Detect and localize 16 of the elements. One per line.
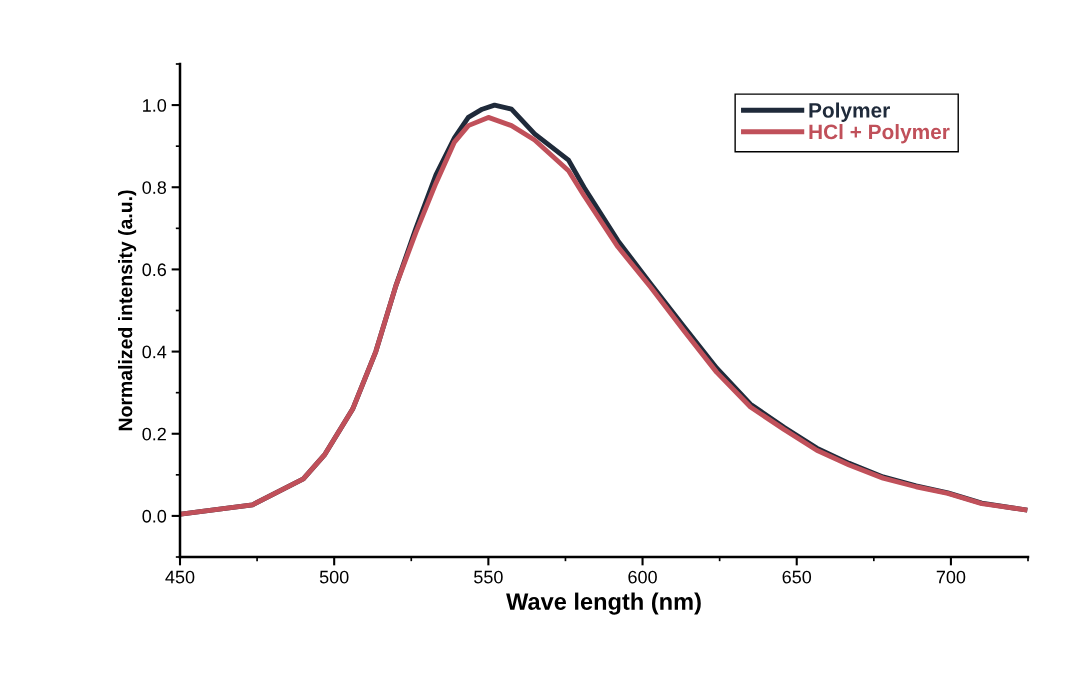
- legend-label: Polymer: [809, 102, 890, 122]
- x-tick-label: 550: [474, 570, 503, 584]
- x-tick-label: 500: [319, 570, 349, 584]
- legend-label: HCl + Polymer: [809, 123, 950, 144]
- y-tick-label: 0.4: [142, 345, 167, 359]
- x-tick-label: 650: [782, 570, 812, 584]
- x-tick-label: 450: [165, 570, 195, 584]
- y-tick-label: 1.0: [143, 99, 167, 112]
- x-tick-label: 600: [628, 570, 657, 584]
- y-tick-label: 0.8: [142, 181, 167, 194]
- y-tick-label: 0.2: [142, 427, 166, 441]
- x-axis-title: Wave length (nm): [506, 592, 701, 615]
- x-tick-label: 700: [936, 570, 966, 584]
- y-tick-label: 0.6: [142, 263, 167, 277]
- y-axis-title: Normalized intensity (a.u.): [118, 190, 137, 431]
- y-tick-label: 0.0: [142, 509, 167, 523]
